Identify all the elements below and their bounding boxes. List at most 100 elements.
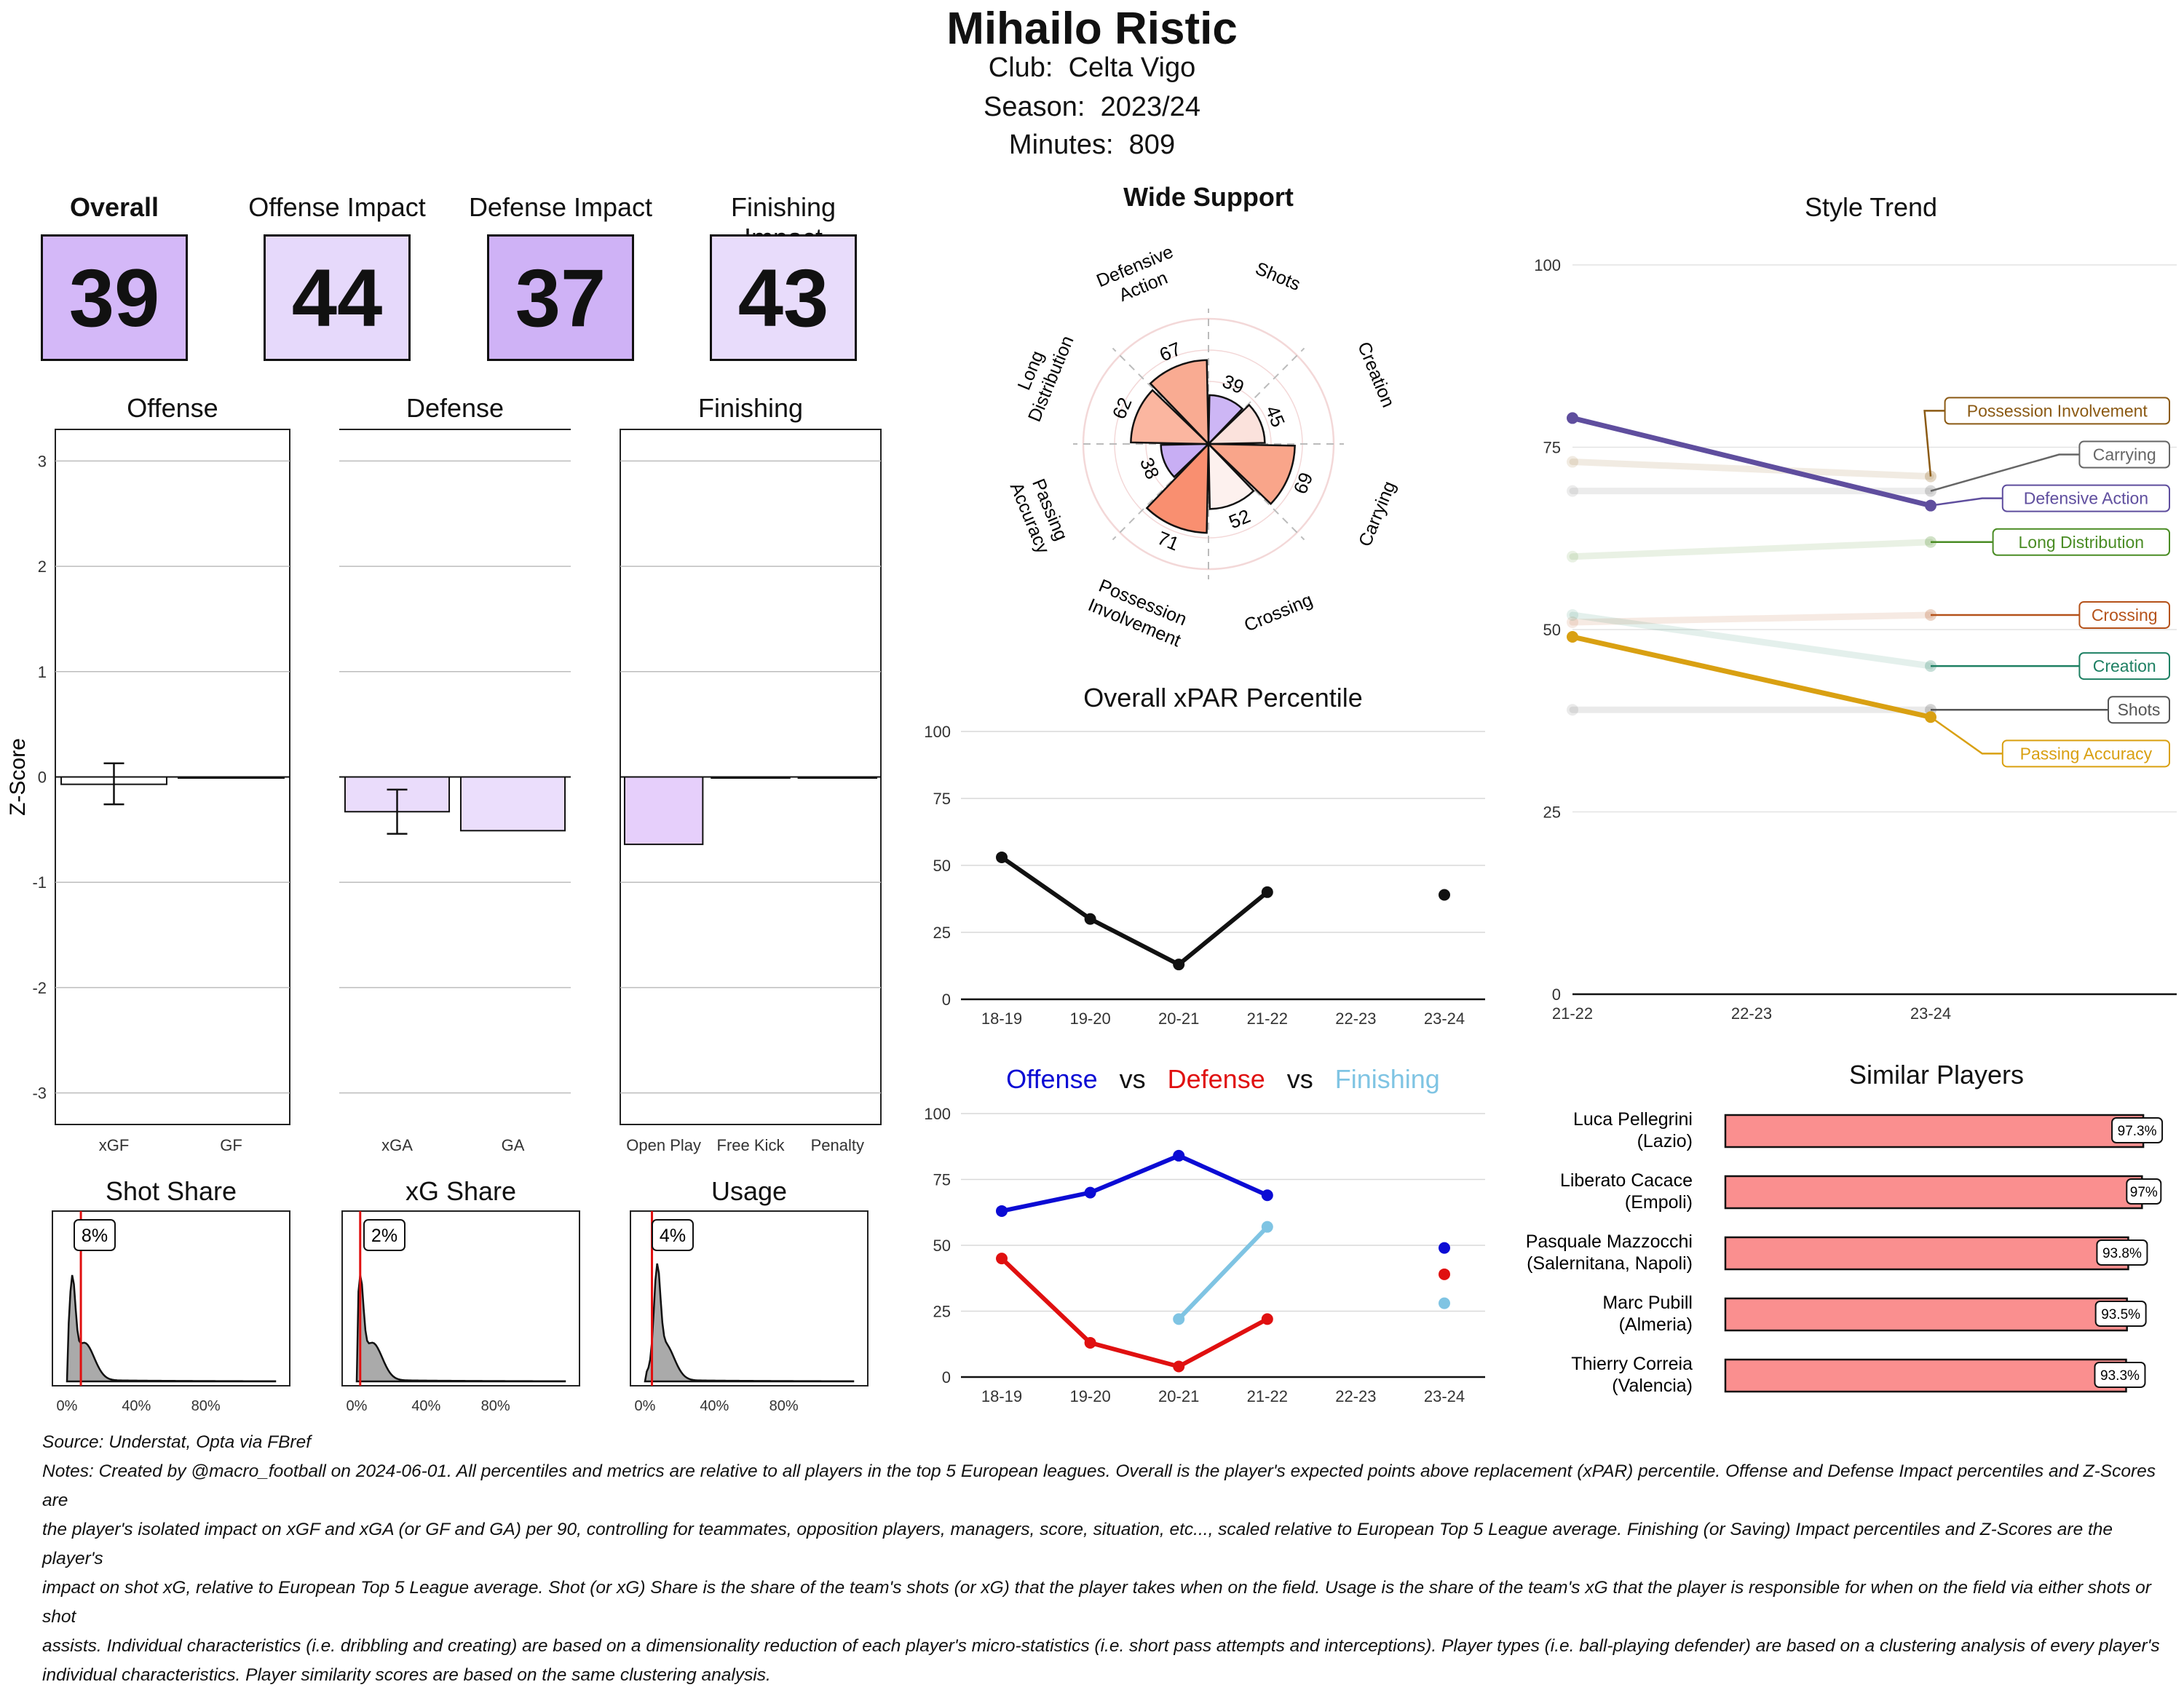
style-series-line (1570, 634, 1934, 720)
value-label-box (652, 1219, 694, 1251)
style-start-point (1567, 616, 1578, 628)
ovdf-title: Offense vs Defense vs Finishing (946, 1064, 1500, 1095)
x-tick-label: Open Play (626, 1136, 701, 1154)
radar-segment (1207, 441, 1255, 510)
style-start-point (1567, 704, 1578, 716)
x-tick-label: 40% (411, 1398, 440, 1414)
style-label: Long Distribution (2018, 533, 2144, 552)
data-point (1261, 886, 1273, 898)
y-tick-label: 2 (38, 558, 47, 576)
radar-segment (1206, 443, 1296, 505)
style-series-line (1569, 611, 1934, 670)
y-axis-label: Z-Score (6, 738, 30, 816)
radar-segment (1160, 443, 1211, 479)
similar-player-club: (Salernitana, Napoli) (1527, 1253, 1693, 1274)
value-label: 2% (371, 1226, 397, 1246)
y-tick-label: 25 (933, 924, 951, 942)
y-tick-label: 3 (38, 452, 47, 470)
similarity-label-box (2096, 1239, 2148, 1266)
season-label: Season: (984, 92, 1085, 122)
style-label: Possession Involvement (1967, 401, 2148, 420)
similar-player-name: Luca Pellegrini (1573, 1109, 1693, 1130)
radar-category-label: Crossing (1241, 590, 1315, 636)
series-line (1000, 855, 1269, 967)
style-label-leader (1930, 453, 2080, 492)
y-tick-label: -3 (32, 1084, 47, 1103)
share-title-shot: Shot Share (105, 1176, 237, 1206)
radar-value-label: 69 (1289, 469, 1318, 497)
radar-ring (1145, 381, 1272, 507)
x-tick-label: 40% (700, 1398, 729, 1414)
similar-player-club: (Empoli) (1625, 1192, 1693, 1213)
facet-title-finishing: Finishing (697, 393, 804, 423)
radar-axis (1112, 443, 1209, 541)
radar-segment (1207, 394, 1244, 447)
y-tick-label: -2 (32, 979, 47, 997)
radar-value-label: 62 (1108, 394, 1136, 422)
similarity-label: 93.3% (2100, 1368, 2140, 1384)
x-tick-label: Penalty (811, 1136, 864, 1154)
similarity-label: 97% (2130, 1185, 2158, 1200)
data-point (996, 1253, 1008, 1265)
x-tick-label: xGF (99, 1136, 130, 1154)
radar-category-label: PossessionInvolvement (1085, 574, 1192, 651)
share-title-xg: xG Share (405, 1176, 517, 1206)
minutes-line: Minutes: 809 (0, 130, 2184, 161)
similar-players-chart: Luca Pellegrini(Lazio) 97.3% Liberato Caca… (1526, 1109, 2164, 1396)
style-label-box (1992, 528, 2170, 556)
y-tick-label: 0 (942, 991, 951, 1009)
tile-label: Overall (69, 192, 159, 222)
style-title: Style Trend (1804, 192, 1938, 222)
similarity-label-box (2111, 1117, 2164, 1143)
x-tick-label: 20-21 (1158, 1009, 1199, 1028)
tile-value: 39 (41, 234, 188, 361)
style-label: Passing Accuracy (2020, 744, 2153, 763)
style-label-leader (1930, 497, 2003, 507)
style-series-line (1570, 415, 1934, 509)
x-tick-label: GF (220, 1136, 242, 1154)
x-tick-label: 18-19 (981, 1387, 1022, 1405)
x-tick-label: 0% (635, 1398, 656, 1414)
data-point (1173, 1360, 1185, 1373)
notes-line: assists. Individual characteristics (i.e… (42, 1636, 2160, 1656)
radar-axis (1208, 443, 1305, 541)
style-label-box (2001, 484, 2170, 512)
style-start-point (1567, 485, 1578, 497)
ovdf-line-chart: 0 25 50 75 100 18-19 19-20 20-21 21-22 22-23 23-24 (924, 1105, 1485, 1405)
style-label-leader (1930, 716, 2003, 755)
value-label-box (74, 1219, 116, 1251)
data-point (1084, 913, 1096, 925)
similar-player-club: (Almeria) (1619, 1314, 1693, 1335)
data-point (1173, 959, 1185, 971)
similar-player-name: Thierry Correia (1571, 1354, 1693, 1374)
similarity-bar (1724, 1236, 2129, 1271)
x-tick-label: 21-22 (1552, 1004, 1593, 1023)
radar-value-label: 67 (1156, 338, 1184, 366)
zscore-chart: Z-Score 3 2 1 0 -1 -2 -3 xGF GF xGA GA Open Play Free… (6, 429, 882, 1154)
x-tick-label: 19-20 (1069, 1387, 1110, 1405)
x-tick-label: 40% (122, 1398, 151, 1414)
radar-category-label: Shots (1252, 258, 1303, 295)
style-start-point (1567, 608, 1578, 621)
style-start-point (1567, 412, 1578, 424)
style-label: Defensive Action (2024, 489, 2148, 508)
radar-category-label: PassingAccuracy (1006, 471, 1074, 557)
radar-category-label-line: Shots (1252, 258, 1303, 295)
x-tick-label: 19-20 (1069, 1009, 1110, 1028)
zscore-bar (623, 776, 704, 846)
y-tick-label: 1 (38, 663, 47, 681)
series-line (1000, 1256, 1269, 1369)
similar-title: Similar Players (1848, 1060, 2025, 1090)
minutes-label: Minutes: (1008, 130, 1114, 160)
similar-player-name: Liberato Cacace (1560, 1170, 1693, 1191)
notes-line: Notes: Created by @macro_football on 202… (42, 1461, 2156, 1510)
notes-line: individual characteristics. Player simil… (42, 1665, 771, 1685)
similar-player-club: (Valencia) (1612, 1376, 1693, 1396)
radar-category-label-line: Carrying (1355, 478, 1400, 550)
zscore-bar (459, 776, 566, 832)
style-label: Crossing (2092, 606, 2158, 624)
x-tick-label: 80% (191, 1398, 221, 1414)
style-label-box (2078, 440, 2171, 469)
radar-axis (1112, 347, 1209, 445)
